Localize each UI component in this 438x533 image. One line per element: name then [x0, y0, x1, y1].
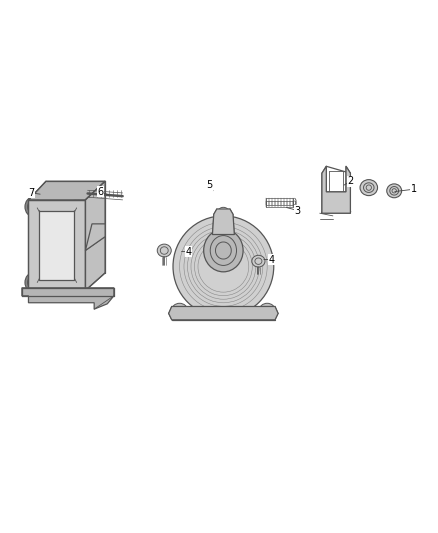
Text: 4: 4	[185, 247, 191, 256]
Ellipse shape	[252, 255, 265, 267]
Ellipse shape	[72, 197, 88, 216]
Ellipse shape	[387, 184, 402, 198]
Text: 1: 1	[411, 184, 417, 194]
Polygon shape	[85, 224, 105, 251]
Polygon shape	[28, 181, 105, 200]
Ellipse shape	[204, 229, 243, 272]
Text: 7: 7	[28, 188, 35, 198]
Ellipse shape	[259, 303, 275, 317]
Polygon shape	[85, 181, 105, 290]
Ellipse shape	[157, 244, 171, 257]
Polygon shape	[22, 288, 114, 309]
Polygon shape	[28, 200, 85, 290]
Polygon shape	[212, 209, 234, 235]
Ellipse shape	[25, 273, 41, 292]
Ellipse shape	[75, 189, 89, 200]
Text: 2: 2	[347, 176, 353, 186]
Text: 5: 5	[206, 181, 212, 190]
Ellipse shape	[360, 180, 378, 196]
Polygon shape	[169, 306, 278, 320]
Ellipse shape	[172, 303, 187, 317]
Ellipse shape	[173, 216, 274, 317]
Polygon shape	[39, 211, 74, 280]
Ellipse shape	[25, 197, 41, 216]
Ellipse shape	[72, 273, 88, 292]
Text: 4: 4	[268, 255, 275, 264]
Text: 3: 3	[295, 206, 301, 215]
Polygon shape	[322, 166, 350, 213]
Text: 6: 6	[98, 187, 104, 197]
